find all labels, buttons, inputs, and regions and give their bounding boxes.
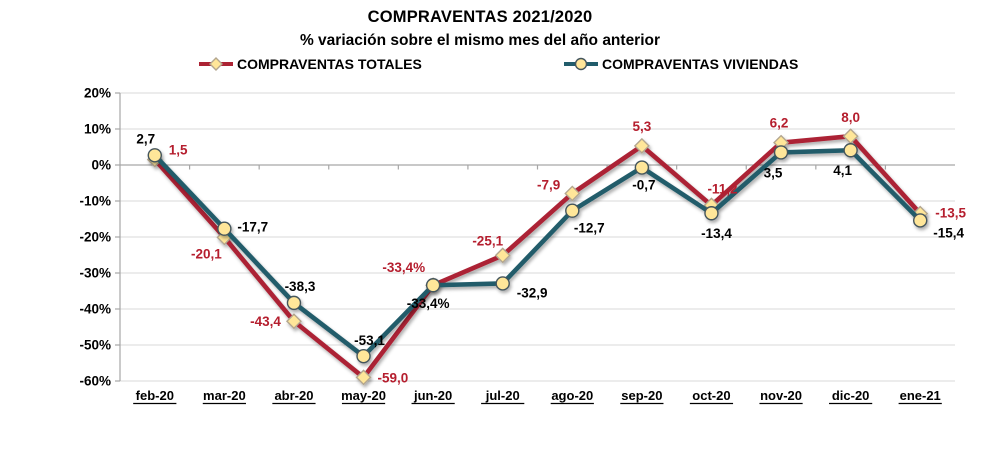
data-point-marker <box>773 145 789 160</box>
data-point-marker <box>286 295 302 311</box>
x-axis-label: ene-21 <box>900 388 941 403</box>
y-axis-label: -30% <box>79 266 111 281</box>
data-point-marker <box>285 313 302 330</box>
chart-subtitle: % variación sobre el mismo mes del año a… <box>299 32 661 49</box>
y-axis-label: -60% <box>79 374 111 389</box>
data-point-marker <box>147 148 162 163</box>
data-point-label: 1,5 <box>169 143 188 158</box>
y-axis-label: -20% <box>79 230 111 245</box>
chart-title: COMPRAVENTAS 2021/2020 <box>367 8 593 26</box>
data-point-label: 2,7 <box>136 131 155 146</box>
viviendas-line-marker-icon <box>564 57 598 71</box>
totales-line-marker-icon <box>199 57 233 71</box>
data-point-label: -15,4 <box>933 225 964 240</box>
data-point-label: -38,3 <box>285 279 316 294</box>
data-point-marker <box>913 213 928 228</box>
legend-label-totales: COMPRAVENTAS TOTALES <box>237 56 422 72</box>
x-axis-label: oct-20 <box>692 388 730 403</box>
data-point-marker <box>633 137 650 154</box>
x-axis-label: sep-20 <box>621 388 662 403</box>
data-point-marker <box>564 185 581 202</box>
data-point-label: -43,4 <box>250 314 281 329</box>
x-axis-label: may-20 <box>341 388 386 403</box>
y-axis-label: -40% <box>79 302 111 317</box>
x-axis-label: dic-20 <box>832 388 870 403</box>
data-point-label: -33,4% <box>407 296 450 311</box>
data-point-label: -17,7 <box>237 220 268 235</box>
x-axis-label: jun-20 <box>413 388 452 403</box>
x-axis-label: nov-20 <box>760 388 802 403</box>
series-line <box>152 133 923 380</box>
data-point-label: -12,7 <box>574 221 605 236</box>
data-point-label: -11,2 <box>707 181 737 196</box>
data-point-label: -0,7 <box>632 178 655 193</box>
y-axis-label: 10% <box>84 122 111 137</box>
series-totales <box>146 128 929 386</box>
legend: COMPRAVENTAS TOTALES COMPRAVENTAS VIVIEN… <box>0 56 1000 78</box>
data-point-marker <box>495 276 510 291</box>
x-axis-label: jul-20 <box>485 388 520 403</box>
y-axis-label: 20% <box>84 86 111 101</box>
data-point-marker <box>843 143 858 158</box>
legend-item-totales[interactable]: COMPRAVENTAS TOTALES <box>198 56 422 72</box>
series-line <box>152 147 923 359</box>
data-point-label: -7,9 <box>537 177 560 192</box>
data-point-marker <box>704 206 719 221</box>
data-point-label: -32,9 <box>517 285 548 300</box>
y-axis-label: -10% <box>79 194 111 209</box>
data-point-label: -33,4% <box>382 260 425 275</box>
x-axis-label: mar-20 <box>203 388 246 403</box>
data-point-marker <box>356 348 371 364</box>
data-point-marker <box>494 247 511 264</box>
data-point-marker <box>634 160 650 175</box>
series-viviendas <box>147 143 928 364</box>
y-axis-label: -50% <box>79 338 111 353</box>
data-point-label: 4,1 <box>833 163 852 178</box>
data-point-label: -25,1 <box>472 233 503 248</box>
data-point-label: -13,5 <box>935 206 966 221</box>
x-axis-label: ago-20 <box>551 388 593 403</box>
data-point-label: -53,1 <box>354 333 385 348</box>
data-point-marker <box>355 369 372 386</box>
data-point-label: 6,2 <box>770 116 789 131</box>
data-point-label: 3,5 <box>764 165 783 180</box>
x-axis-label: abr-20 <box>274 388 313 403</box>
data-point-label: -13,4 <box>701 226 732 241</box>
data-point-marker <box>565 203 580 218</box>
data-point-marker <box>217 221 232 236</box>
data-point-label: -59,0 <box>378 370 409 385</box>
legend-item-viviendas[interactable]: COMPRAVENTAS VIVIENDAS <box>563 56 798 72</box>
y-axis-label: 0% <box>91 158 111 173</box>
data-point-label: 5,3 <box>632 119 651 134</box>
data-point-marker <box>425 278 441 293</box>
data-point-label: 8,0 <box>841 110 860 125</box>
x-axis-label: feb-20 <box>136 388 174 403</box>
legend-label-viviendas: COMPRAVENTAS VIVIENDAS <box>602 56 799 72</box>
data-point-label: -20,1 <box>191 246 222 261</box>
